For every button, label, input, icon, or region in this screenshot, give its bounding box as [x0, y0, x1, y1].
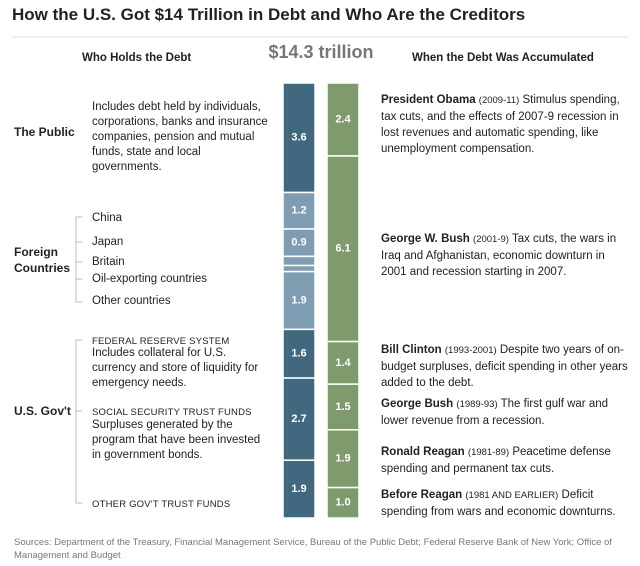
period-text: President Obama (2009-11) Stimulus spend… — [381, 92, 631, 157]
president: George W. Bush — [381, 233, 470, 245]
period-description: Deficit spending from wars and economic … — [381, 489, 616, 518]
value-label: 2.4 — [335, 113, 351, 125]
total-label: $14.3 trillion — [268, 42, 374, 62]
value-label: 6.1 — [335, 243, 350, 255]
value-label: 1.5 — [335, 401, 350, 413]
period-description: Tax cuts, the wars in Iraq and Afghanist… — [381, 233, 617, 278]
holder-label: Other countries — [92, 295, 171, 307]
period-description: The first gulf war and lower revenue fro… — [381, 398, 609, 427]
bar-segment — [326, 340, 360, 385]
years: (1981-89) — [467, 447, 510, 458]
period-description: Stimulus spending, tax cuts, and the eff… — [381, 94, 620, 155]
bar-segment — [282, 459, 316, 519]
years: (1993-2001) — [444, 345, 497, 356]
holder-description: Surpluses generated by the program that … — [92, 419, 261, 461]
bar-segment — [282, 328, 316, 379]
value-label: 1.4 — [335, 357, 351, 369]
president: George Bush — [381, 398, 454, 410]
president: Before Reagan — [381, 489, 463, 501]
value-label: 1.2 — [291, 205, 306, 217]
value-label: 1.0 — [335, 497, 350, 509]
period-text: George W. Bush (2001-9) Tax cuts, the wa… — [381, 231, 631, 280]
bar-segment — [282, 255, 316, 267]
years: (2009-11) — [478, 95, 520, 106]
holder-description: Includes collateral for U.S. currency an… — [92, 347, 259, 389]
sources: Sources: Department of the Treasury, Fin… — [14, 537, 612, 561]
group-label: The Public — [14, 125, 75, 139]
value-label: 3.6 — [291, 132, 306, 144]
brackets — [75, 216, 82, 504]
period-description: Peacetime defense spending and permanent… — [381, 446, 611, 475]
holder-heading: FEDERAL RESERVE SYSTEM — [92, 336, 230, 347]
holder-label: Japan — [92, 236, 124, 248]
right-heading: When the Debt Was Accumulated — [412, 52, 594, 64]
period-text: George Bush (1989-93) The first gulf war… — [381, 396, 631, 429]
bar-segment — [282, 377, 316, 461]
period-description: Despite two years of on-budget surpluses… — [381, 344, 628, 389]
president: Bill Clinton — [381, 344, 442, 356]
holder-label: Includes debt held by individuals, corpo… — [92, 101, 268, 173]
years: (1981 AND EARLIER) — [465, 490, 559, 501]
title: How the U.S. Got $14 Trillion in Debt an… — [12, 5, 526, 24]
left-heading: Who Holds the Debt — [82, 52, 192, 64]
bar-segment — [282, 228, 316, 258]
period-text: Ronald Reagan (1981-89) Peacetime defens… — [381, 444, 631, 477]
bracket-govt — [75, 339, 82, 504]
bracket-foreign — [75, 216, 82, 303]
bar-segment — [326, 486, 360, 519]
bar-segment — [282, 191, 316, 230]
years: (2001-9) — [473, 234, 509, 245]
holder-heading: SOCIAL SECURITY TRUST FUNDS — [92, 407, 252, 418]
value-label: 0.9 — [291, 237, 306, 249]
value-label: 2.7 — [291, 413, 306, 425]
period-text: Before Reagan (1981 AND EARLIER) Deficit… — [381, 487, 631, 520]
bar-segment — [326, 429, 360, 489]
holder-label: Oil-exporting countries — [92, 273, 208, 285]
bar-segment — [326, 383, 360, 431]
holder-heading: OTHER GOV'T TRUST FUNDS — [92, 499, 231, 510]
president: Ronald Reagan — [381, 446, 465, 458]
group-label: Foreign Countries — [14, 245, 71, 275]
president: President Obama — [381, 94, 476, 106]
value-label: 1.9 — [291, 483, 306, 495]
years: (1989-93) — [456, 399, 498, 410]
period-text: Bill Clinton (1993-2001) Despite two yea… — [381, 342, 631, 391]
holder-label: Britain — [92, 256, 125, 268]
value-label: 1.6 — [291, 348, 306, 360]
holder-label: China — [92, 212, 123, 224]
bar-segment — [282, 264, 316, 273]
value-label: 1.9 — [335, 453, 350, 465]
value-label: 1.9 — [291, 294, 306, 306]
bar-segment — [282, 270, 316, 331]
group-label: U.S. Gov't — [14, 404, 71, 418]
bar-segment — [326, 82, 360, 157]
bar-segment — [282, 82, 316, 194]
